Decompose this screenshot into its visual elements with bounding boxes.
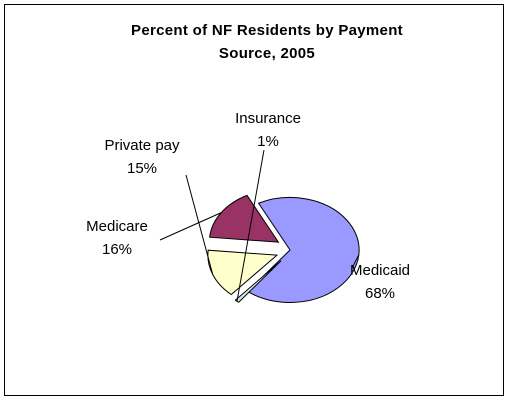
slice-value-private-pay: 15% bbox=[127, 160, 157, 177]
slice-label-private-pay: Private pay bbox=[104, 137, 180, 154]
slice-label-medicare: Medicare bbox=[86, 218, 148, 235]
slice-label-medicaid: Medicaid bbox=[350, 262, 410, 279]
leader-line-private-pay bbox=[185, 174, 214, 275]
pie-slice-insurance bbox=[234, 260, 282, 303]
slice-value-medicaid: 68% bbox=[365, 285, 395, 302]
pie-slice-medicare bbox=[209, 194, 280, 243]
leader-lines bbox=[159, 149, 360, 302]
leader-line-medicaid bbox=[351, 254, 360, 269]
slice-value-medicare: 16% bbox=[102, 241, 132, 258]
chart-frame bbox=[4, 4, 504, 396]
pie-slices bbox=[207, 194, 360, 303]
slice-value-insurance: 1% bbox=[257, 133, 279, 150]
pie-slice-medicaid bbox=[246, 197, 360, 303]
leader-line-medicare bbox=[159, 212, 222, 241]
slice-label-insurance: Insurance bbox=[235, 110, 301, 127]
leader-line-insurance bbox=[236, 149, 265, 302]
chart-title-line-2: Source, 2005 bbox=[219, 45, 315, 62]
chart-title-line-1: Percent of NF Residents by Payment bbox=[131, 22, 403, 39]
